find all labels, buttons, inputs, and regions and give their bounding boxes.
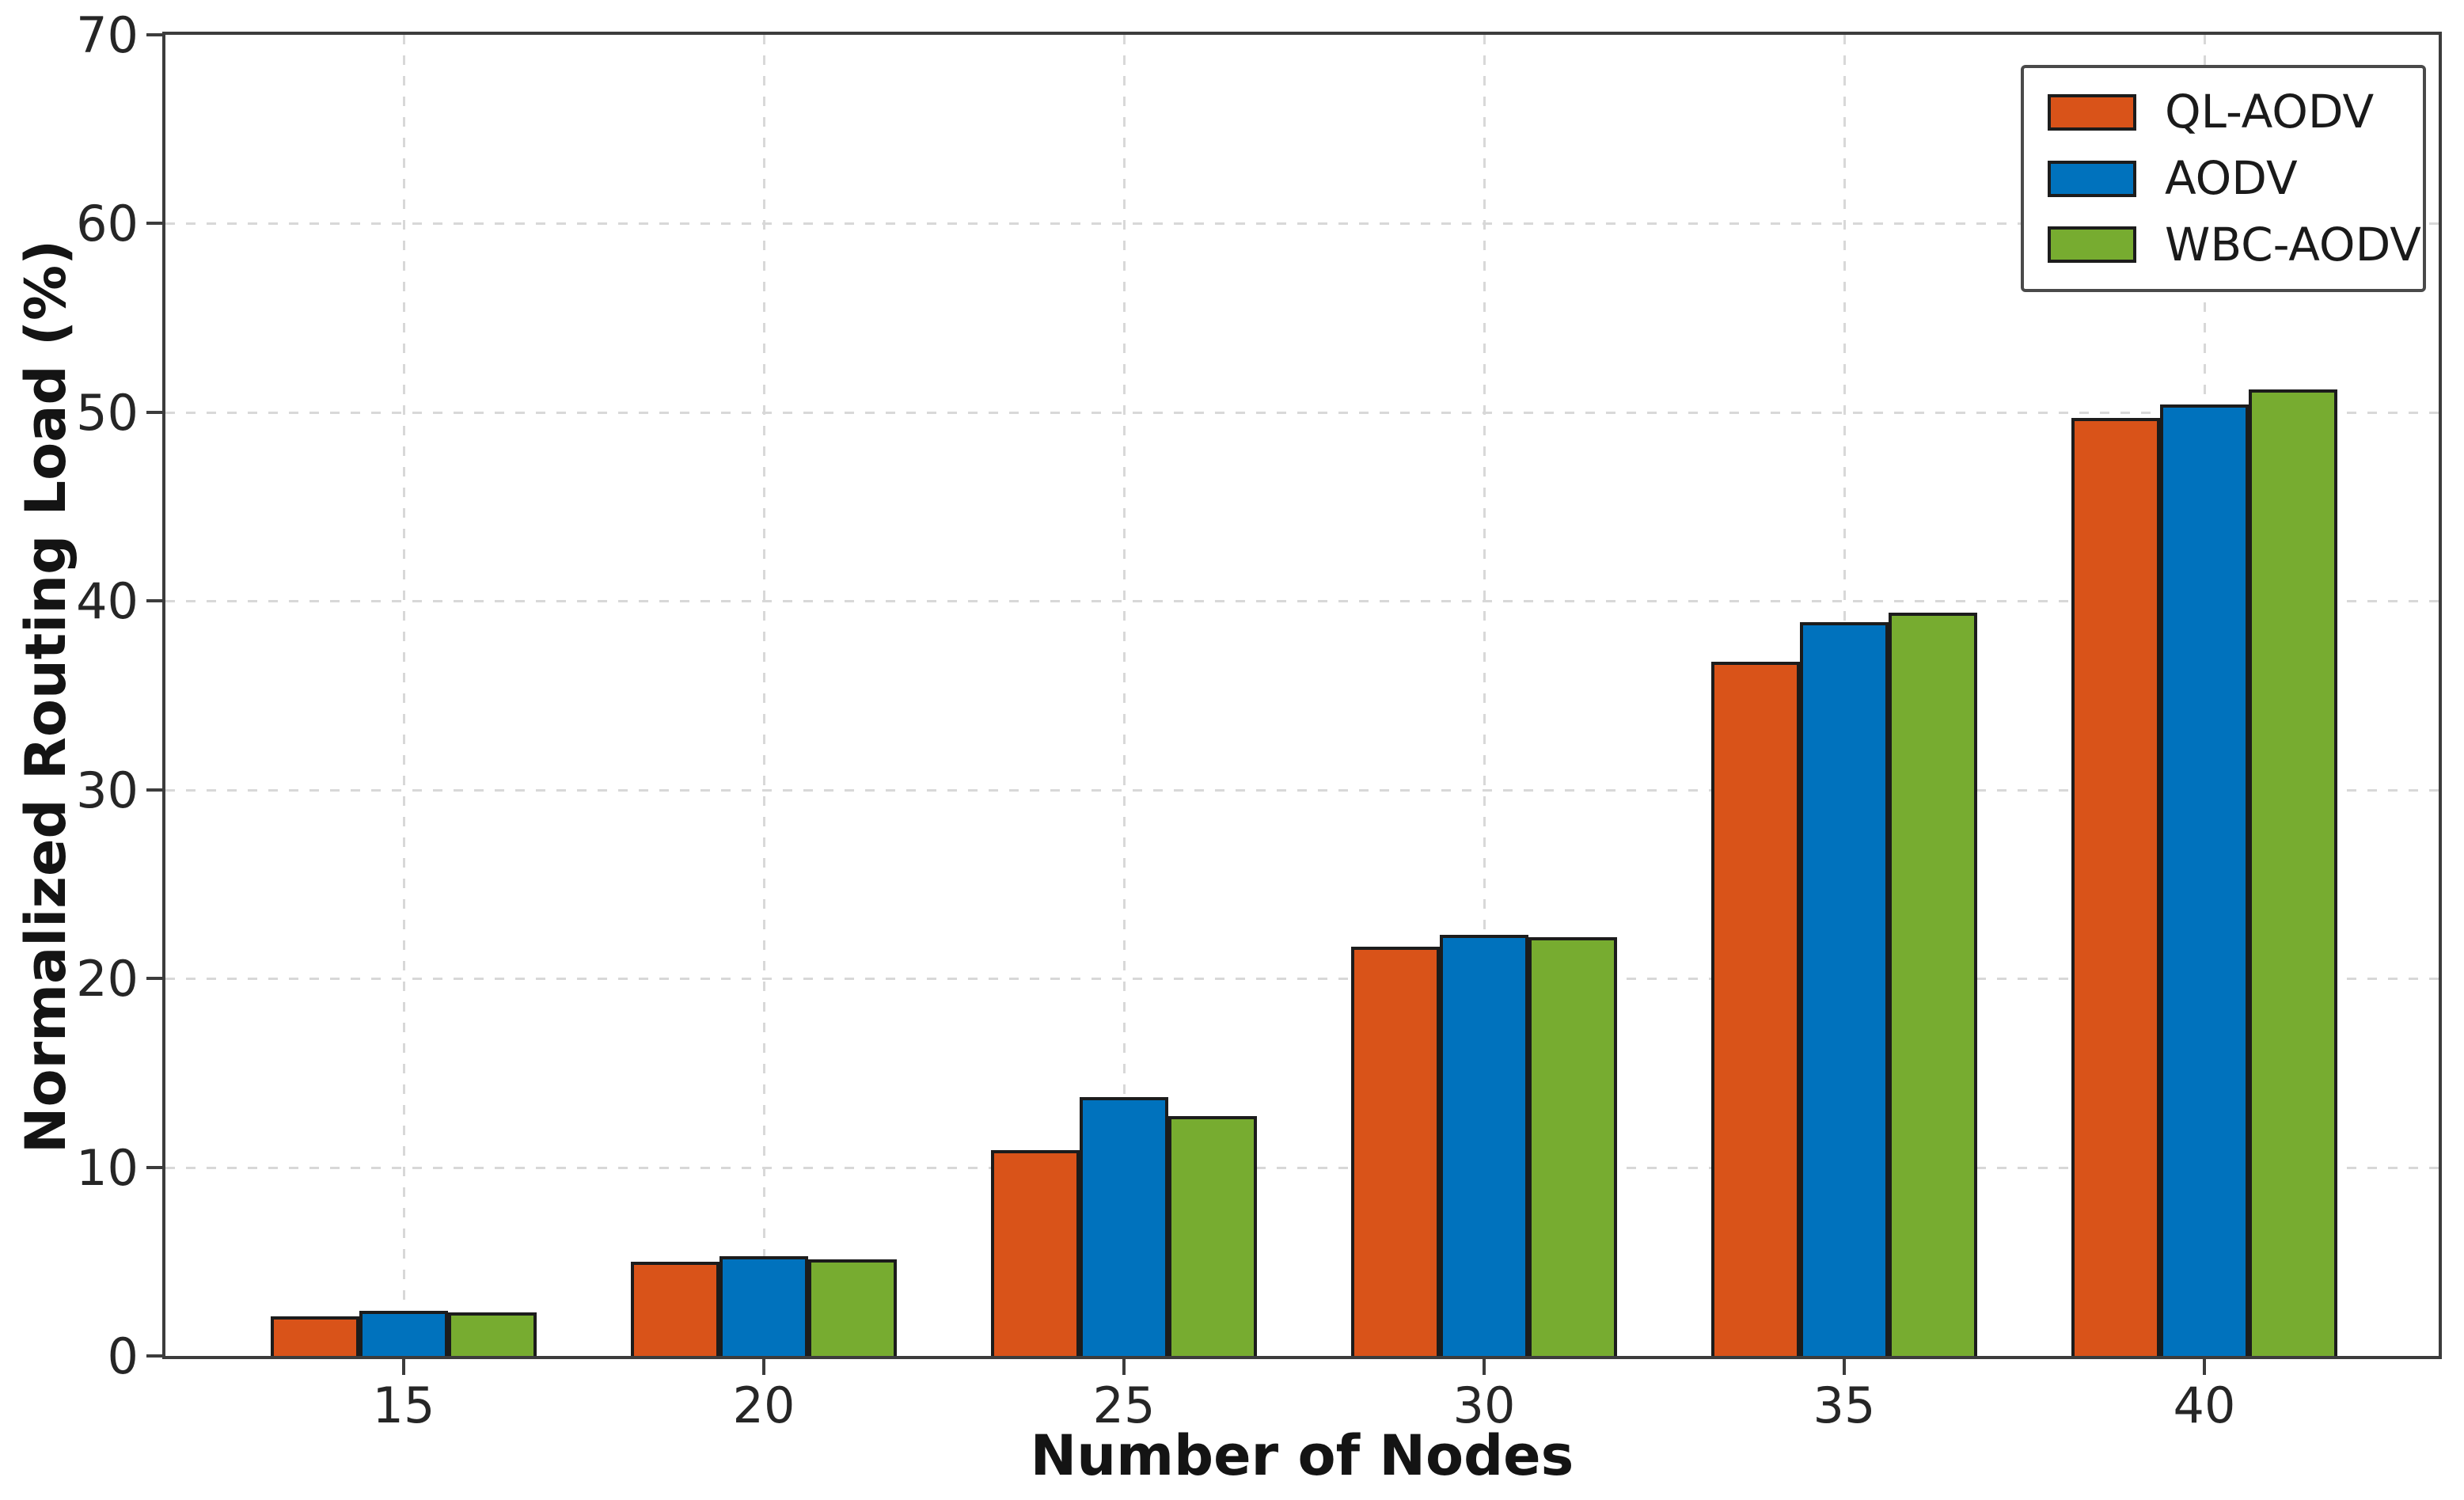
bar-ql-aodv-40 <box>2071 418 2160 1356</box>
y-tick-50 <box>146 410 162 414</box>
y-tick-0 <box>146 1354 162 1358</box>
gridline-y-60 <box>165 222 2439 226</box>
x-tick-25 <box>1122 1359 1126 1375</box>
gridline-y-50 <box>165 411 2439 414</box>
y-tick-label-60: 60 <box>76 195 139 253</box>
x-axis-label: Number of Nodes <box>1030 1423 1574 1488</box>
bar-aodv-20 <box>719 1255 808 1356</box>
bar-aodv-40 <box>2160 404 2249 1356</box>
x-tick-30 <box>1483 1359 1486 1375</box>
y-tick-label-10: 10 <box>76 1138 139 1197</box>
gridline-y-10 <box>165 1166 2439 1169</box>
gridline-y-30 <box>165 788 2439 792</box>
y-tick-60 <box>146 222 162 226</box>
x-tick-label-20: 20 <box>732 1377 795 1434</box>
bar-wbc-aodv-30 <box>1528 936 1617 1356</box>
bar-aodv-30 <box>1440 935 1528 1356</box>
bar-aodv-25 <box>1080 1097 1168 1356</box>
y-tick-label-0: 0 <box>107 1327 139 1385</box>
y-tick-label-70: 70 <box>76 6 139 64</box>
legend-label-aodv: AODV <box>2165 150 2298 205</box>
bar-ql-aodv-15 <box>271 1316 359 1356</box>
y-tick-70 <box>146 33 162 36</box>
x-tick-20 <box>762 1359 765 1375</box>
y-tick-label-50: 50 <box>76 383 139 442</box>
x-tick-label-30: 30 <box>1452 1377 1516 1434</box>
gridline-y-20 <box>165 978 2439 981</box>
gridline-x-30 <box>1483 35 1486 1356</box>
x-tick-40 <box>2203 1359 2206 1375</box>
y-tick-label-20: 20 <box>76 950 139 1008</box>
bar-wbc-aodv-35 <box>1889 612 1977 1356</box>
gridline-x-25 <box>1123 35 1126 1356</box>
x-tick-label-40: 40 <box>2173 1377 2236 1434</box>
legend-label-ql-aodv: QL-AODV <box>2165 85 2375 139</box>
legend-swatch-aodv <box>2048 160 2136 197</box>
y-tick-30 <box>146 788 162 792</box>
bar-ql-aodv-35 <box>1711 661 1800 1356</box>
bar-wbc-aodv-15 <box>448 1312 537 1356</box>
bar-ql-aodv-20 <box>631 1261 719 1356</box>
y-tick-label-40: 40 <box>76 572 139 631</box>
bar-wbc-aodv-20 <box>808 1259 897 1356</box>
bar-ql-aodv-25 <box>991 1150 1080 1356</box>
bar-aodv-35 <box>1800 621 1889 1356</box>
x-tick-label-25: 25 <box>1092 1377 1156 1434</box>
gridline-x-15 <box>403 35 405 1356</box>
legend-swatch-ql-aodv <box>2048 93 2136 131</box>
x-tick-15 <box>402 1359 405 1375</box>
x-tick-35 <box>1843 1359 1846 1375</box>
y-tick-10 <box>146 1165 162 1169</box>
y-tick-20 <box>146 977 162 981</box>
legend-item-wbc-aodv: WBC-AODV <box>2048 219 2421 271</box>
legend-item-aodv: AODV <box>2048 150 2399 205</box>
bar-aodv-15 <box>359 1310 448 1356</box>
bar-ql-aodv-30 <box>1351 946 1440 1356</box>
gridline-x-20 <box>763 35 765 1356</box>
gridline-y-40 <box>165 600 2439 603</box>
y-tick-40 <box>146 599 162 603</box>
legend-swatch-wbc-aodv <box>2048 226 2136 264</box>
y-axis-label: Normalized Routing Load (%) <box>13 239 78 1154</box>
y-tick-label-30: 30 <box>76 761 139 819</box>
legend: QL-AODV AODV WBC-AODV <box>2021 65 2426 293</box>
bar-wbc-aodv-40 <box>2249 389 2337 1356</box>
x-tick-label-35: 35 <box>1813 1377 1876 1434</box>
x-tick-label-15: 15 <box>372 1377 435 1434</box>
legend-item-ql-aodv: QL-AODV <box>2048 85 2399 139</box>
legend-label-wbc-aodv: WBC-AODV <box>2165 217 2421 272</box>
bar-wbc-aodv-25 <box>1168 1116 1257 1356</box>
